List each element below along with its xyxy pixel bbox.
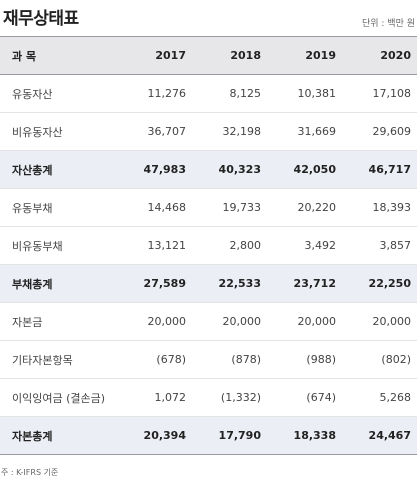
row-value: 20,220 [267, 188, 342, 227]
row-value: 17,108 [342, 74, 417, 113]
row-label: 유동부채 [0, 188, 117, 227]
table-row-total: 자본총계 20,394 17,790 18,338 24,467 [0, 416, 417, 455]
table-row: 비유동부채 13,121 2,800 3,492 3,857 [0, 226, 417, 265]
row-label: 자산총계 [0, 150, 117, 189]
column-header-year: 2017 [117, 36, 192, 75]
row-label: 자본금 [0, 302, 117, 341]
row-label: 비유동부채 [0, 226, 117, 265]
row-value: 24,467 [342, 416, 417, 455]
row-value: 10,381 [267, 74, 342, 113]
row-value: 22,250 [342, 264, 417, 303]
row-value: (988) [267, 340, 342, 379]
row-label: 자본총계 [0, 416, 117, 455]
column-header-year: 2018 [192, 36, 267, 75]
row-value: (678) [117, 340, 192, 379]
column-header-item: 과 목 [0, 36, 117, 75]
row-value: 40,323 [192, 150, 267, 189]
row-value: 18,338 [267, 416, 342, 455]
table-row-total: 부채총계 27,589 22,533 23,712 22,250 [0, 264, 417, 303]
row-value: (1,332) [192, 378, 267, 417]
table-row-total: 자산총계 47,983 40,323 42,050 46,717 [0, 150, 417, 189]
row-value: 29,609 [342, 112, 417, 151]
table-row: 유동부채 14,468 19,733 20,220 18,393 [0, 188, 417, 227]
row-value: 32,198 [192, 112, 267, 151]
row-value: 23,712 [267, 264, 342, 303]
balance-sheet-table: 과 목 2017 2018 2019 2020 유동자산 11,276 8,125 1… [0, 36, 417, 455]
unit-label: 단위 : 백만 원 [361, 19, 415, 29]
column-header-year: 2020 [342, 36, 417, 75]
row-value: 42,050 [267, 150, 342, 189]
page-title: 재무상태표 [3, 9, 79, 29]
row-value: 20,000 [267, 302, 342, 341]
row-value: 31,669 [267, 112, 342, 151]
row-value: (802) [342, 340, 417, 379]
table-row: 비유동자산 36,707 32,198 31,669 29,609 [0, 112, 417, 151]
row-value: 18,393 [342, 188, 417, 227]
footnote: 주 : K-IFRS 기준 [1, 468, 59, 477]
row-value: 19,733 [192, 188, 267, 227]
table-header-row: 과 목 2017 2018 2019 2020 [0, 36, 417, 75]
row-value: 3,857 [342, 226, 417, 265]
row-value: 2,800 [192, 226, 267, 265]
row-value: (878) [192, 340, 267, 379]
row-label: 이익잉여금 (결손금) [0, 378, 117, 417]
row-label: 유동자산 [0, 74, 117, 113]
column-header-year: 2019 [267, 36, 342, 75]
row-label: 부채총계 [0, 264, 117, 303]
row-value: 8,125 [192, 74, 267, 113]
row-value: 13,121 [117, 226, 192, 265]
row-value: 46,717 [342, 150, 417, 189]
table-row: 이익잉여금 (결손금) 1,072 (1,332) (674) 5,268 [0, 378, 417, 417]
row-value: 20,000 [117, 302, 192, 341]
row-value: 20,000 [342, 302, 417, 341]
row-value: 17,790 [192, 416, 267, 455]
row-value: 20,394 [117, 416, 192, 455]
row-value: 20,000 [192, 302, 267, 341]
row-value: 22,533 [192, 264, 267, 303]
table-row: 기타자본항목 (678) (878) (988) (802) [0, 340, 417, 379]
table-row: 유동자산 11,276 8,125 10,381 17,108 [0, 74, 417, 113]
table-row: 자본금 20,000 20,000 20,000 20,000 [0, 302, 417, 341]
row-label: 기타자본항목 [0, 340, 117, 379]
row-value: 3,492 [267, 226, 342, 265]
row-value: 1,072 [117, 378, 192, 417]
row-value: (674) [267, 378, 342, 417]
row-value: 36,707 [117, 112, 192, 151]
row-value: 11,276 [117, 74, 192, 113]
row-label: 비유동자산 [0, 112, 117, 151]
row-value: 27,589 [117, 264, 192, 303]
row-value: 14,468 [117, 188, 192, 227]
row-value: 5,268 [342, 378, 417, 417]
row-value: 47,983 [117, 150, 192, 189]
